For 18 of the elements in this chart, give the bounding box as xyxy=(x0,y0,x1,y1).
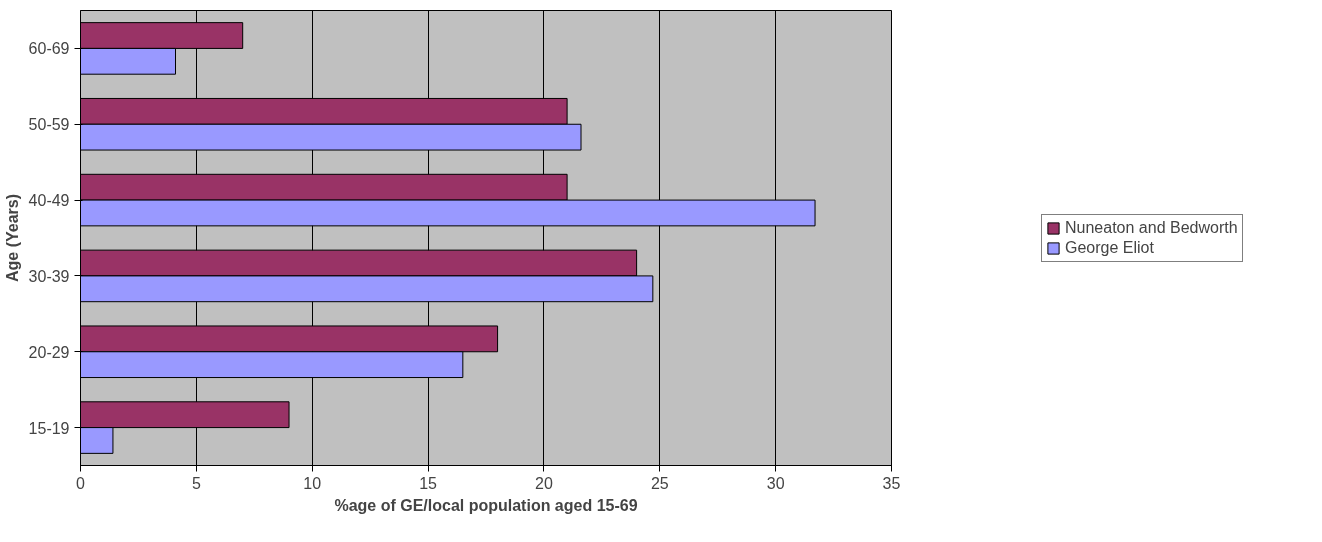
y-tick-label: 40-49 xyxy=(28,192,70,210)
x-axis-title: %age of GE/local population aged 15-69 xyxy=(334,496,638,514)
y-tick-label: 20-29 xyxy=(28,343,70,361)
y-tick-label: 60-69 xyxy=(28,40,70,58)
legend-label: Nuneaton and Bedworth xyxy=(1065,218,1238,237)
legend-label: George Eliot xyxy=(1065,238,1154,257)
x-tick-label: 10 xyxy=(303,474,322,492)
y-tick-label: 15-19 xyxy=(28,419,70,437)
x-tick-label: 20 xyxy=(535,474,553,492)
x-tick-label: 15 xyxy=(419,474,438,492)
x-tick-label: 0 xyxy=(76,474,86,492)
x-tick-label: 25 xyxy=(650,474,669,492)
x-tick-label: 30 xyxy=(766,474,785,492)
y-axis-title: Age (Years) xyxy=(3,193,21,283)
x-tick-label: 5 xyxy=(191,474,201,492)
y-tick-label: 30-39 xyxy=(28,267,70,285)
y-tick-label: 50-59 xyxy=(28,116,70,134)
x-tick-label: 35 xyxy=(882,474,901,492)
